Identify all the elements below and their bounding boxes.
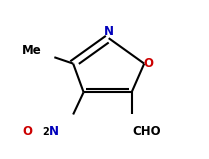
Text: Me: Me <box>22 44 41 57</box>
Text: 2: 2 <box>43 127 49 137</box>
Text: N: N <box>104 25 114 38</box>
Text: O: O <box>22 125 32 138</box>
Text: O: O <box>143 57 153 70</box>
Text: N: N <box>49 125 59 138</box>
Text: CHO: CHO <box>132 125 161 138</box>
